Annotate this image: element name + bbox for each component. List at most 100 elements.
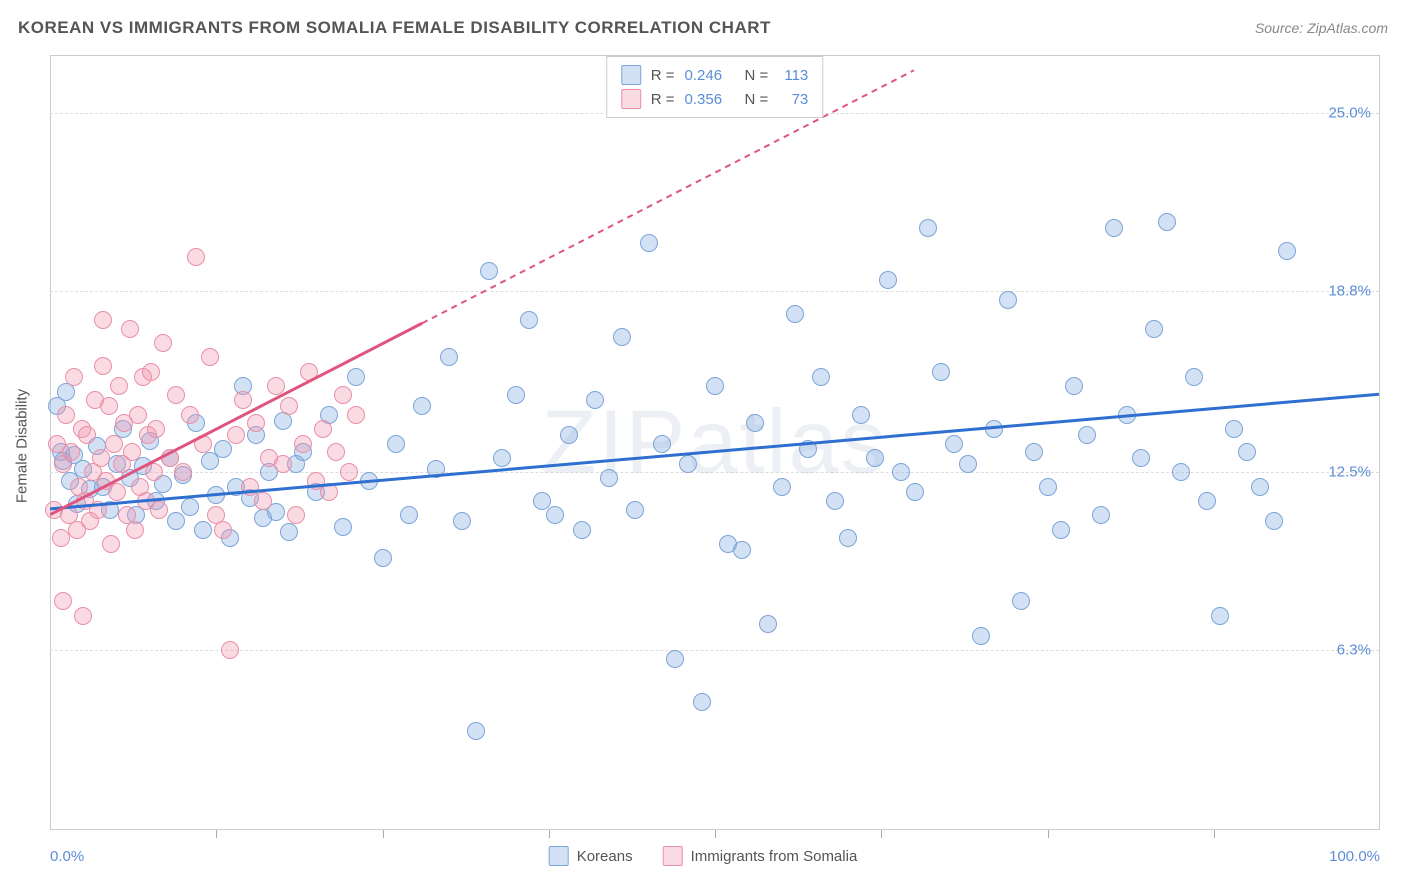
data-point: [100, 397, 118, 415]
data-point: [945, 435, 963, 453]
stats-row: R =0.356N =73: [621, 87, 809, 111]
data-point: [493, 449, 511, 467]
x-tick: [881, 830, 882, 838]
data-point: [1172, 463, 1190, 481]
data-point: [142, 363, 160, 381]
data-point: [150, 501, 168, 519]
data-point: [679, 455, 697, 473]
x-axis-max-label: 100.0%: [1329, 848, 1380, 865]
data-point: [799, 440, 817, 458]
data-point: [300, 363, 318, 381]
data-point: [1065, 377, 1083, 395]
data-point: [613, 328, 631, 346]
data-point: [879, 271, 897, 289]
data-point: [92, 449, 110, 467]
data-point: [334, 386, 352, 404]
data-point: [453, 512, 471, 530]
x-tick: [1214, 830, 1215, 838]
data-point: [62, 443, 80, 461]
data-point: [1251, 478, 1269, 496]
n-label: N =: [745, 67, 769, 84]
trend-lines-layer: [50, 56, 1379, 830]
data-point: [105, 435, 123, 453]
data-point: [94, 311, 112, 329]
legend-item: Immigrants from Somalia: [663, 846, 858, 866]
data-point: [467, 722, 485, 740]
source-label: Source: ZipAtlas.com: [1255, 20, 1388, 36]
data-point: [746, 414, 764, 432]
data-point: [108, 483, 126, 501]
data-point: [129, 406, 147, 424]
y-tick-label: 6.3%: [1337, 642, 1371, 659]
data-point: [413, 397, 431, 415]
data-point: [1238, 443, 1256, 461]
data-point: [560, 426, 578, 444]
data-point: [999, 291, 1017, 309]
data-point: [1132, 449, 1150, 467]
data-point: [959, 455, 977, 473]
data-point: [94, 357, 112, 375]
data-point: [1145, 320, 1163, 338]
data-point: [400, 506, 418, 524]
data-point: [1225, 420, 1243, 438]
data-point: [89, 501, 107, 519]
data-point: [546, 506, 564, 524]
data-point: [480, 262, 498, 280]
data-point: [520, 311, 538, 329]
data-point: [214, 521, 232, 539]
data-point: [214, 440, 232, 458]
data-point: [786, 305, 804, 323]
data-point: [892, 463, 910, 481]
legend-label: Koreans: [577, 848, 633, 865]
y-axis-title: Female Disability: [14, 389, 31, 503]
stats-row: R =0.246N =113: [621, 63, 809, 87]
data-point: [1185, 368, 1203, 386]
data-point: [123, 443, 141, 461]
data-point: [207, 486, 225, 504]
data-point: [919, 219, 937, 237]
data-point: [600, 469, 618, 487]
data-point: [241, 478, 259, 496]
data-point: [866, 449, 884, 467]
data-point: [360, 472, 378, 490]
data-point: [1211, 607, 1229, 625]
gridline: [50, 291, 1379, 292]
legend-swatch: [621, 65, 641, 85]
x-tick: [383, 830, 384, 838]
data-point: [507, 386, 525, 404]
data-point: [347, 368, 365, 386]
data-point: [314, 420, 332, 438]
data-point: [812, 368, 830, 386]
data-point: [759, 615, 777, 633]
data-point: [972, 627, 990, 645]
data-point: [440, 348, 458, 366]
data-point: [167, 512, 185, 530]
data-point: [234, 391, 252, 409]
data-point: [74, 607, 92, 625]
data-point: [221, 641, 239, 659]
data-point: [1158, 213, 1176, 231]
data-point: [626, 501, 644, 519]
data-point: [586, 391, 604, 409]
y-tick-label: 18.8%: [1328, 283, 1371, 300]
data-point: [121, 320, 139, 338]
data-point: [1078, 426, 1096, 444]
data-point: [287, 506, 305, 524]
data-point: [387, 435, 405, 453]
data-point: [533, 492, 551, 510]
r-label: R =: [651, 91, 675, 108]
header: KOREAN VS IMMIGRANTS FROM SOMALIA FEMALE…: [18, 18, 1388, 38]
data-point: [932, 363, 950, 381]
data-point: [1025, 443, 1043, 461]
data-point: [1039, 478, 1057, 496]
data-point: [57, 406, 75, 424]
data-point: [167, 386, 185, 404]
data-point: [201, 348, 219, 366]
data-point: [985, 420, 1003, 438]
data-point: [147, 420, 165, 438]
data-point: [1012, 592, 1030, 610]
data-point: [227, 426, 245, 444]
data-point: [906, 483, 924, 501]
data-point: [126, 521, 144, 539]
data-point: [340, 463, 358, 481]
